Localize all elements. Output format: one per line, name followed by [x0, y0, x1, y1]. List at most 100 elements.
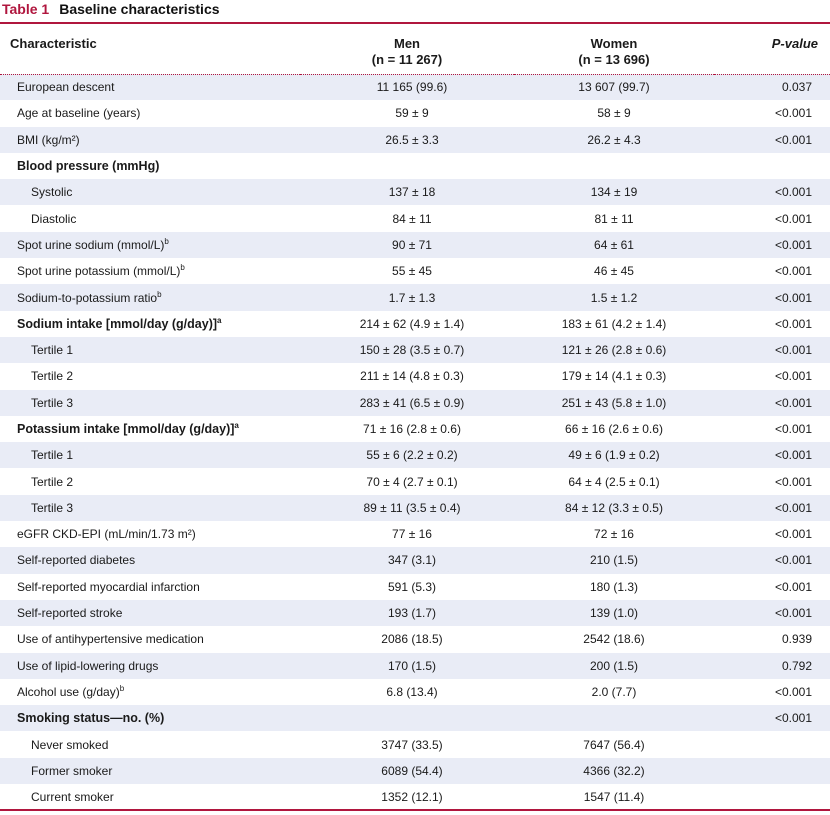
women-value: 58 ± 9	[514, 100, 714, 127]
women-value: 49 ± 6 (1.9 ± 0.2)	[514, 442, 714, 469]
p-value: <0.001	[714, 231, 830, 259]
table-row: Smoking status—no. (%) <0.001	[0, 705, 830, 732]
men-value: 1352 (12.1)	[300, 784, 514, 812]
row-label: Potassium intake [mmol/day (g/day)]a	[0, 415, 300, 443]
men-value: 3747 (33.5)	[300, 731, 514, 758]
row-label: Tertile 3	[0, 494, 300, 522]
row-label: eGFR CKD-EPI (mL/min/1.73 m²)	[0, 521, 300, 548]
row-label: Former smoker	[0, 757, 300, 785]
row-label-text: Tertile 2	[31, 474, 74, 489]
row-label: Current smoker	[0, 784, 300, 812]
women-value: 72 ± 16	[514, 521, 714, 548]
table-row: Spot urine potassium (mmol/L)b 55 ± 45 46 …	[0, 258, 830, 285]
table-row: Tertile 1 55 ± 6 (2.2 ± 0.2) 49 ± 6 (1.9 ±…	[0, 442, 830, 469]
row-label-text: Spot urine potassium (mmol/L)	[17, 264, 181, 279]
men-value: 170 (1.5)	[300, 652, 514, 679]
row-label: Sodium-to-potassium ratiob	[0, 284, 300, 311]
women-value: 1.5 ± 1.2	[514, 284, 714, 311]
row-label-text: Use of lipid-lowering drugs	[17, 658, 159, 673]
table-row: BMI (kg/m²) 26.5 ± 3.3 26.2 ± 4.3 <0.001	[0, 126, 830, 153]
men-value: 89 ± 11 (3.5 ± 0.4)	[300, 494, 514, 522]
p-value	[714, 784, 830, 812]
men-value: 90 ± 71	[300, 231, 514, 259]
row-label-text: Systolic	[31, 185, 73, 200]
p-value: <0.001	[714, 179, 830, 206]
table-row: Self-reported stroke 193 (1.7) 139 (1.0) <0…	[0, 599, 830, 627]
row-label: Alcohol use (g/day)b	[0, 678, 300, 706]
p-value: <0.001	[714, 126, 830, 153]
table-row: Current smoker 1352 (12.1) 1547 (11.4)	[0, 784, 830, 812]
women-value: 210 (1.5)	[514, 547, 714, 574]
women-value: 84 ± 12 (3.3 ± 0.5)	[514, 494, 714, 522]
table-row: European descent 11 165 (99.6) 13 607 (99.…	[0, 74, 830, 101]
men-value	[300, 152, 514, 180]
table-caption: Table 1 Baseline characteristics	[0, 0, 830, 20]
row-label-text: Potassium intake [mmol/day (g/day)]	[17, 422, 235, 436]
p-value: 0.792	[714, 652, 830, 679]
table-row: Spot urine sodium (mmol/L)b 90 ± 71 64 ± 6…	[0, 231, 830, 259]
table-row: Blood pressure (mmHg)	[0, 152, 830, 180]
p-value	[714, 152, 830, 180]
women-value: 134 ± 19	[514, 179, 714, 206]
p-value: <0.001	[714, 573, 830, 600]
p-value: 0.939	[714, 626, 830, 653]
men-value: 150 ± 28 (3.5 ± 0.7)	[300, 336, 514, 364]
row-label-text: Self-reported diabetes	[17, 553, 136, 568]
men-value: 70 ± 4 (2.7 ± 0.1)	[300, 468, 514, 495]
women-value: 139 (1.0)	[514, 599, 714, 627]
women-value: 1547 (11.4)	[514, 784, 714, 812]
p-value: <0.001	[714, 521, 830, 548]
men-value: 77 ± 16	[300, 521, 514, 548]
women-value: 46 ± 45	[514, 258, 714, 285]
table-row: Self-reported myocardial infarction 591 (…	[0, 573, 830, 600]
row-label-text: Tertile 2	[31, 369, 74, 384]
row-label: Smoking status—no. (%)	[0, 705, 300, 732]
table-row: Sodium intake [mmol/day (g/day)]a 214 ± 6…	[0, 310, 830, 337]
baseline-characteristics-table: Characteristic Men (n = 11 267) Women (n…	[0, 24, 830, 812]
p-value: <0.001	[714, 547, 830, 574]
header-characteristic: Characteristic	[0, 24, 300, 75]
p-value	[714, 757, 830, 785]
women-value: 4366 (32.2)	[514, 757, 714, 785]
women-value: 2542 (18.6)	[514, 626, 714, 653]
p-value: <0.001	[714, 284, 830, 311]
row-label-text: BMI (kg/m²)	[17, 132, 80, 147]
men-value: 1.7 ± 1.3	[300, 284, 514, 311]
footnote-marker: b	[180, 263, 185, 273]
p-value: <0.001	[714, 100, 830, 127]
row-label-text: Sodium intake [mmol/day (g/day)]	[17, 316, 218, 331]
header-women-n: (n = 13 696)	[578, 52, 650, 67]
row-label-text: Self-reported myocardial infarction	[17, 579, 200, 594]
footnote-marker: a	[234, 420, 239, 430]
row-label: Use of antihypertensive medication	[0, 626, 300, 653]
women-value: 179 ± 14 (4.1 ± 0.3)	[514, 363, 714, 390]
women-value: 7647 (56.4)	[514, 731, 714, 758]
row-label: Tertile 2	[0, 468, 300, 495]
table-row: Potassium intake [mmol/day (g/day)]a 71 ±…	[0, 415, 830, 443]
p-value: <0.001	[714, 363, 830, 390]
row-label-text: Tertile 3	[31, 395, 74, 410]
footnote-marker: a	[217, 315, 222, 325]
men-value: 283 ± 41 (6.5 ± 0.9)	[300, 389, 514, 416]
table-row: Tertile 1 150 ± 28 (3.5 ± 0.7) 121 ± 26 (2…	[0, 336, 830, 364]
row-label: Self-reported myocardial infarction	[0, 573, 300, 600]
footnote-marker: b	[164, 236, 169, 246]
p-value: <0.001	[714, 442, 830, 469]
footnote-marker: b	[157, 289, 162, 299]
men-value: 6089 (54.4)	[300, 757, 514, 785]
table-row: eGFR CKD-EPI (mL/min/1.73 m²) 77 ± 16 72 ±…	[0, 521, 830, 548]
p-value	[714, 731, 830, 758]
table-row: Tertile 2 211 ± 14 (4.8 ± 0.3) 179 ± 14 (4…	[0, 363, 830, 390]
table-row: Sodium-to-potassium ratiob 1.7 ± 1.3 1.5 ±…	[0, 284, 830, 311]
row-label-text: Self-reported stroke	[17, 606, 123, 621]
row-label-text: Current smoker	[31, 789, 114, 804]
row-label: European descent	[0, 74, 300, 101]
p-value: <0.001	[714, 415, 830, 443]
table-body: European descent 11 165 (99.6) 13 607 (99.…	[0, 74, 830, 812]
women-value: 81 ± 11	[514, 205, 714, 232]
women-value: 121 ± 26 (2.8 ± 0.6)	[514, 336, 714, 364]
table-row: Tertile 3 89 ± 11 (3.5 ± 0.4) 84 ± 12 (3.3…	[0, 494, 830, 522]
men-value: 55 ± 6 (2.2 ± 0.2)	[300, 442, 514, 469]
women-value: 2.0 (7.7)	[514, 678, 714, 706]
table-number: Table 1	[2, 1, 50, 17]
